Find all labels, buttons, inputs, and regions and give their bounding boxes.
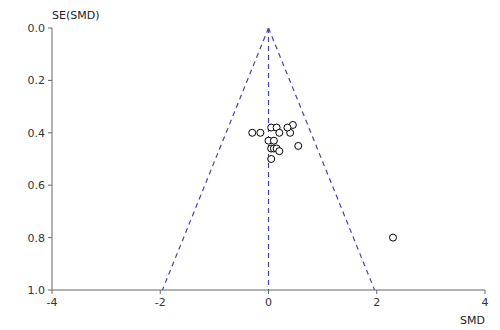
y-tick [48,80,52,81]
x-tick-label: 2 [373,296,380,309]
x-tick [160,290,161,294]
scatter-point [249,129,256,136]
scatter-point [276,148,283,155]
x-tick [376,290,377,294]
y-tick [48,28,52,29]
y-tick [48,290,52,291]
scatter-point [257,129,264,136]
y-tick-label: 0.0 [28,22,46,35]
y-tick [48,132,52,133]
x-axis-label: SMD [460,314,485,327]
y-tick-label: 0.6 [28,179,46,192]
x-tick [485,290,486,294]
funnel-line [162,28,268,290]
chart-svg: -4 -2 0 2 4 0.0 0.2 0.4 0.6 0.8 1.0 SE(SMD) SMD [0,0,500,330]
scatter-point [268,156,275,163]
scatter-point [295,142,302,149]
chart-container: -4 -2 0 2 4 0.0 0.2 0.4 0.6 0.8 1.0 SE(SMD) SMD [0,0,500,330]
scatter-point [389,234,396,241]
plot-marks [162,28,396,290]
scatter-point [284,124,291,131]
y-tick-label: 1.0 [28,284,46,297]
x-tick-label: -2 [155,296,166,309]
y-tick [48,237,52,238]
scatter-point [276,129,283,136]
funnel-line [269,28,375,290]
y-axis-label: SE(SMD) [52,9,99,22]
x-tick-label: 4 [482,296,489,309]
y-tick-label: 0.8 [28,232,46,245]
y-tick [48,185,52,186]
y-tick-label: 0.4 [28,127,46,140]
x-tick [268,290,269,294]
scatter-point [270,137,277,144]
x-tick-label: 0 [265,296,272,309]
y-tick-label: 0.2 [28,74,46,87]
x-tick-label: -4 [47,296,58,309]
x-tick [52,290,53,294]
y-axis-line [52,28,53,290]
